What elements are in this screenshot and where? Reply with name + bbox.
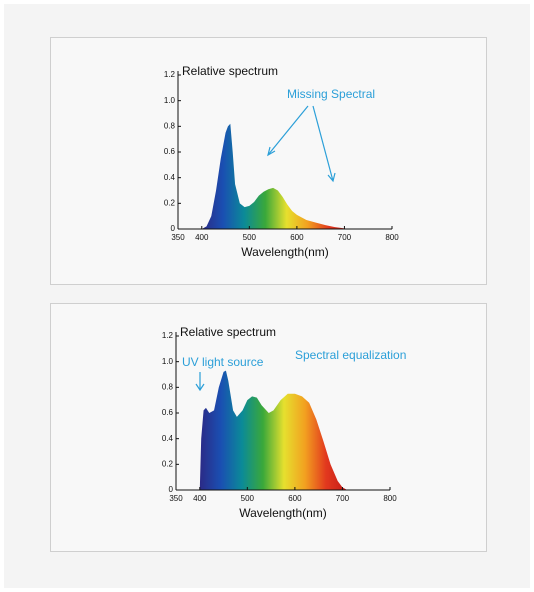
x-tick-label: 700 xyxy=(338,233,352,242)
annotation: Spectral equalization xyxy=(295,348,406,362)
arrow xyxy=(267,105,309,156)
y-tick-label: 0 xyxy=(169,485,174,494)
x-tick-label: 500 xyxy=(243,233,257,242)
annotation: Missing Spectral xyxy=(287,87,375,101)
panel xyxy=(50,37,487,285)
y-tick-label: 0.6 xyxy=(164,147,176,156)
x-tick-label: 400 xyxy=(195,233,209,242)
y-tick-label: 1.0 xyxy=(164,96,176,105)
arrow xyxy=(312,105,334,182)
spectrum-area xyxy=(201,123,351,229)
x-axis-label: Wavelength(nm) xyxy=(239,506,327,520)
x-tick-label: 350 xyxy=(169,494,183,503)
annotation: UV light source xyxy=(182,355,264,369)
x-tick-label: 400 xyxy=(193,494,207,503)
arrows xyxy=(195,105,336,392)
y-tick-label: 0.2 xyxy=(164,198,176,207)
y-tick-label: 0 xyxy=(171,224,176,233)
y-axis-label: Relative spectrum xyxy=(182,64,278,78)
y-tick-label: 0.4 xyxy=(164,173,176,182)
y-tick-label: 0.4 xyxy=(162,434,174,443)
y-tick-label: 0.2 xyxy=(162,459,174,468)
y-axis-label: Relative spectrum xyxy=(180,325,276,339)
y-tick-label: 0.8 xyxy=(164,121,176,130)
spectrum-area xyxy=(199,370,348,490)
y-tick-label: 1.0 xyxy=(162,357,174,366)
y-tick-label: 0.6 xyxy=(162,408,174,417)
x-tick-label: 600 xyxy=(288,494,302,503)
arrow-head xyxy=(267,146,276,157)
arrow-head xyxy=(195,383,205,392)
x-tick-label: 350 xyxy=(171,233,185,242)
y-tick-label: 1.2 xyxy=(162,331,174,340)
x-tick-label: 500 xyxy=(241,494,255,503)
y-tick-label: 0.8 xyxy=(162,382,174,391)
x-tick-label: 800 xyxy=(383,494,397,503)
x-tick-label: 700 xyxy=(336,494,350,503)
x-axis-label: Wavelength(nm) xyxy=(241,245,329,259)
x-tick-label: 800 xyxy=(385,233,399,242)
arrow-head xyxy=(327,172,336,183)
x-tick-label: 600 xyxy=(290,233,304,242)
y-tick-label: 1.2 xyxy=(164,70,176,79)
